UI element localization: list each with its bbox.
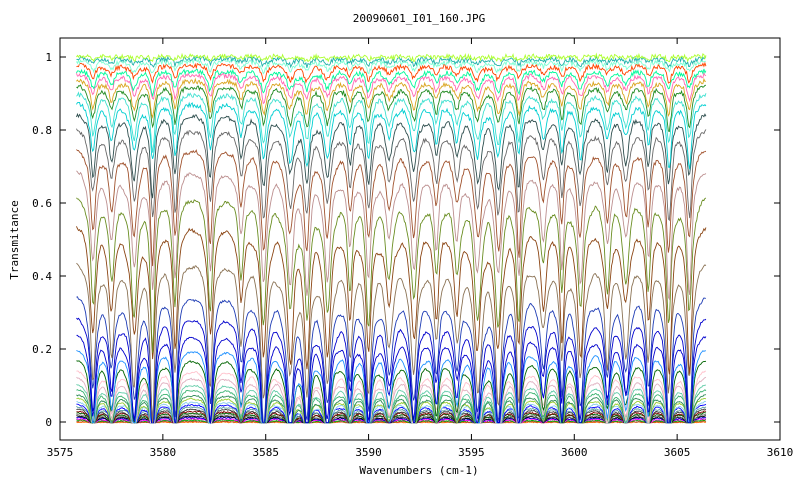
spectrum-series-line: [76, 170, 707, 301]
y-tick-label: 0.8: [32, 124, 52, 137]
spectrum-series-line: [76, 77, 707, 120]
chart-title: 20090601_I01_160.JPG: [353, 12, 485, 25]
spectrum-series-line: [76, 394, 707, 424]
spectrum-series-line: [76, 68, 707, 98]
spectrum-series-line: [76, 383, 707, 424]
y-tick-label: 1: [45, 51, 52, 64]
x-axis-label: Wavenumbers (cm-1): [359, 464, 478, 477]
spectrum-series-line: [76, 400, 707, 424]
plot-frame: [59, 37, 781, 441]
x-tick-label: 3575: [47, 446, 74, 459]
x-tick-label: 3580: [150, 446, 177, 459]
spectrum-series-line: [76, 149, 707, 267]
series-layer: [76, 52, 707, 425]
spectrum-series-line: [76, 55, 707, 69]
spectrum-series-line: [76, 101, 707, 170]
spectrum-series-line: [76, 61, 707, 84]
spectrum-series-line: [76, 360, 707, 424]
spectrum-series-line: [76, 296, 706, 424]
x-tick-label: 3610: [767, 446, 794, 459]
x-tick-label: 3590: [355, 446, 382, 459]
x-tick-label: 3600: [561, 446, 588, 459]
spectrum-series-line: [76, 317, 707, 425]
x-tick-label: 3585: [252, 446, 279, 459]
y-tick-label: 0: [45, 416, 52, 429]
y-tick-label: 0.4: [32, 270, 52, 283]
y-axis-label: Transmitance: [8, 200, 21, 279]
spectrum-series-line: [76, 226, 707, 375]
spectrum-series-line: [76, 262, 707, 423]
spectrum-series-line: [76, 334, 707, 424]
spectrum-series-line: [76, 410, 707, 424]
axes-layer: 3575 3580 3585 3590 3595 3600 3605 3610 0 0.2 0.4 0…: [32, 37, 794, 459]
spectrum-series-line: [76, 91, 707, 153]
spectrum-series-line: [76, 376, 707, 424]
spectrum-series-line: [76, 72, 707, 105]
spectrum-series-line: [76, 197, 707, 353]
y-tick-label: 0.6: [32, 197, 52, 210]
spectrum-series-line: [76, 370, 707, 424]
x-tick-label: 3605: [664, 446, 691, 459]
spectrum-series-line: [76, 128, 707, 222]
x-tick-label: 3595: [458, 446, 485, 459]
spectrum-series-line: [76, 350, 706, 424]
spectrum-series-line: [76, 112, 707, 199]
y-tick-label: 0.2: [32, 343, 52, 356]
spectrum-series-line: [76, 52, 707, 63]
spectrum-series-line: [76, 84, 707, 133]
